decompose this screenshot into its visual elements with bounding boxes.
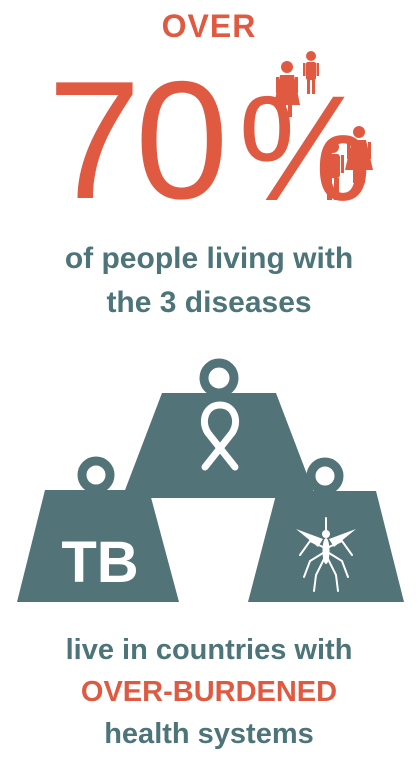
child-icon [303, 51, 319, 94]
people-icon [274, 51, 373, 200]
center-weight [122, 358, 316, 498]
headline-number: 70 [48, 50, 223, 220]
tb-label: TB [61, 530, 138, 595]
subtitle-line-2: the 3 diseases [106, 286, 312, 319]
right-weight [248, 457, 404, 602]
headline-prefix: OVER [161, 8, 257, 44]
bottom-line-1: live in countries with [65, 634, 353, 666]
bottom-line-2: OVER-BURDENED [80, 676, 338, 708]
awareness-ribbon-icon [201, 401, 239, 471]
child-icon [322, 141, 344, 200]
woman-icon [274, 61, 300, 117]
left-weight: TB [17, 456, 179, 602]
headline-graphic: 70 % [48, 50, 373, 220]
weights-graphic: TB [17, 358, 404, 602]
bottom-line-3: health systems [104, 718, 314, 750]
mosquito-icon [296, 517, 356, 592]
subtitle-line-1: of people living with [64, 242, 354, 275]
woman-icon [345, 126, 373, 183]
